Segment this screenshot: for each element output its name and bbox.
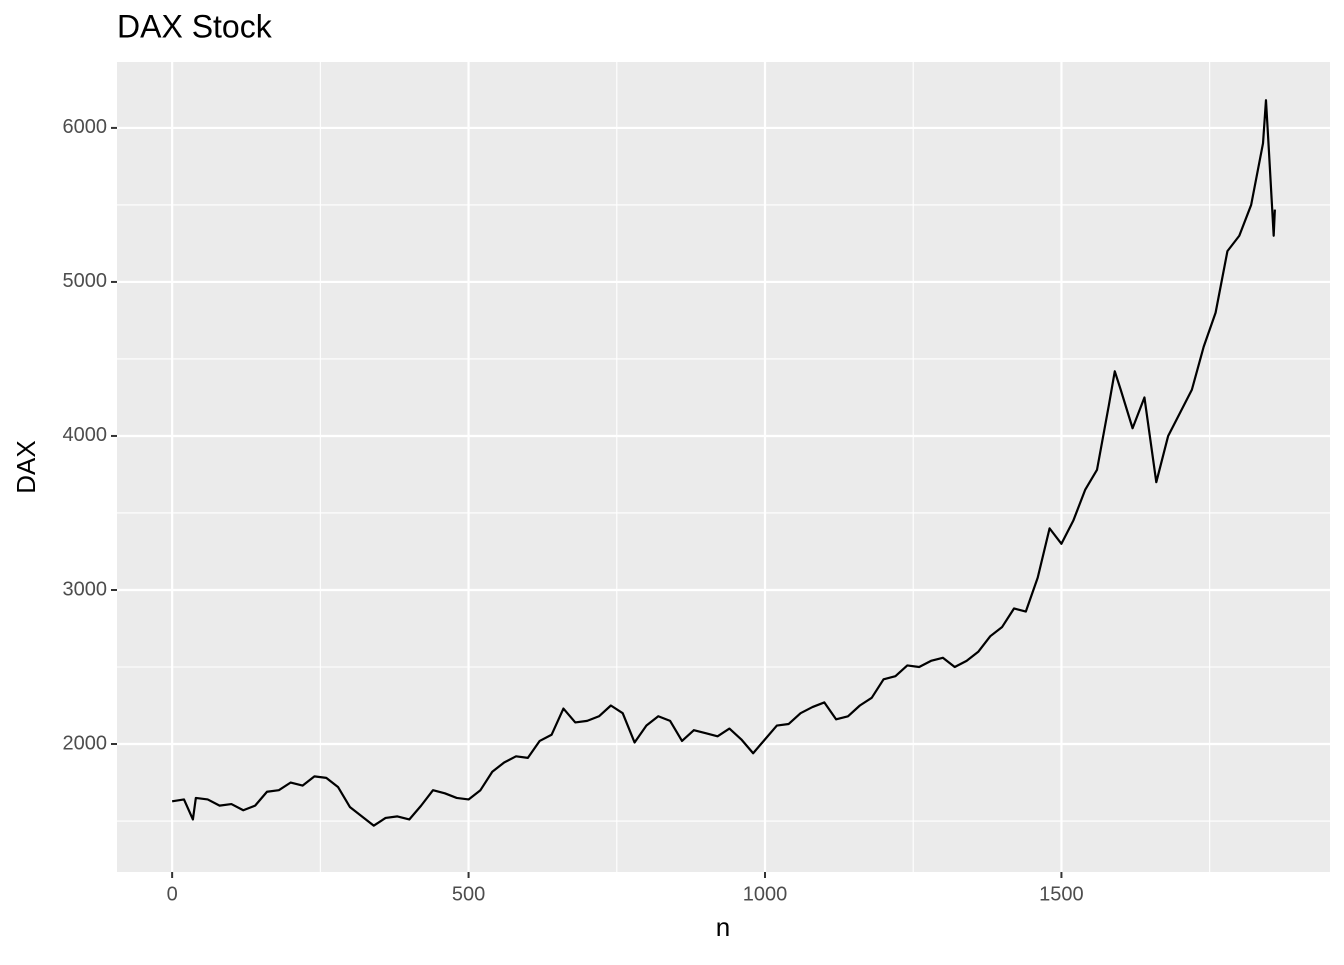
y-tick-label: 6000 — [63, 116, 108, 138]
panel — [117, 62, 1330, 872]
chart-title: DAX Stock — [117, 8, 273, 44]
x-tick-label: 1000 — [743, 883, 788, 905]
y-tick-label: 3000 — [63, 578, 108, 600]
y-axis-title: DAX — [11, 440, 41, 493]
x-axis-title: n — [716, 912, 730, 942]
x-tick-label: 500 — [452, 883, 485, 905]
line — [171, 99, 1276, 827]
y-tick-label: 4000 — [63, 424, 108, 446]
x-tick-label: 1500 — [1039, 883, 1084, 905]
y-tick-label: 5000 — [63, 270, 108, 292]
y-tick-label: 2000 — [63, 732, 108, 754]
x-tick-label: 0 — [167, 883, 178, 905]
